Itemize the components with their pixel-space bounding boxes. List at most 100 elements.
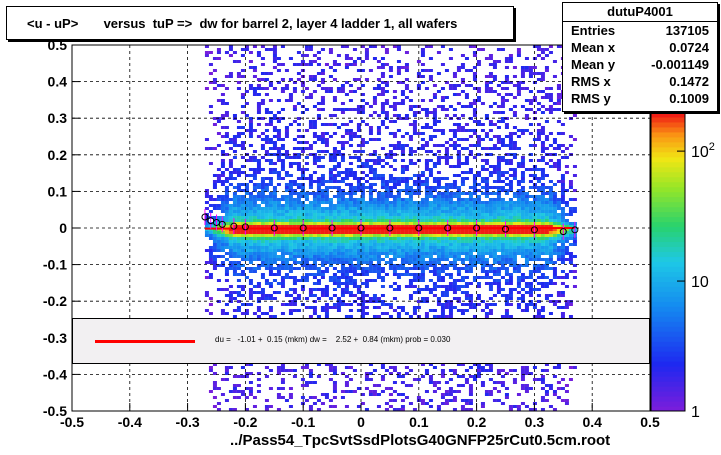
heatmap-cell xyxy=(360,249,365,252)
heatmap-cell xyxy=(400,144,405,147)
heatmap-cell xyxy=(376,201,381,204)
heatmap-cell xyxy=(352,255,357,258)
heatmap-cell xyxy=(264,252,269,255)
heatmap-cell xyxy=(448,165,453,168)
heatmap-cell xyxy=(480,201,485,204)
heatmap-cell xyxy=(460,384,465,387)
heatmap-cell xyxy=(508,54,513,57)
heatmap-cell xyxy=(456,309,461,312)
heatmap-cell xyxy=(364,246,369,249)
heatmap-cell xyxy=(252,249,257,252)
heatmap-cell xyxy=(532,252,537,255)
heatmap-cell xyxy=(248,120,253,123)
heatmap-cell xyxy=(452,192,457,195)
heatmap-cell xyxy=(304,306,309,309)
heatmap-cell xyxy=(472,201,477,204)
heatmap-cell xyxy=(424,111,429,114)
heatmap-cell xyxy=(512,147,517,150)
heatmap-cell xyxy=(456,186,461,189)
heatmap-cell xyxy=(472,108,477,111)
heatmap-cell xyxy=(360,204,365,207)
heatmap-cell xyxy=(248,135,253,138)
heatmap-cell xyxy=(232,270,237,273)
heatmap-cell xyxy=(392,186,397,189)
heatmap-cell xyxy=(544,390,549,393)
heatmap-cell xyxy=(412,120,417,123)
heatmap-cell xyxy=(220,162,225,165)
heatmap-cell xyxy=(312,195,317,198)
heatmap-cell xyxy=(340,195,345,198)
heatmap-cell xyxy=(300,90,305,93)
heatmap-cell xyxy=(264,366,269,369)
heatmap-cell xyxy=(476,153,481,156)
heatmap-cell xyxy=(292,216,297,219)
heatmap-cell xyxy=(424,207,429,210)
heatmap-cell xyxy=(520,225,525,228)
heatmap-cell xyxy=(452,231,457,234)
heatmap-cell xyxy=(424,267,429,270)
heatmap-cell xyxy=(276,264,281,267)
heatmap-cell xyxy=(440,234,445,237)
heatmap-cell xyxy=(400,165,405,168)
heatmap-cell xyxy=(476,63,481,66)
heatmap-cell xyxy=(512,174,517,177)
heatmap-cell xyxy=(480,129,485,132)
heatmap-cell xyxy=(460,303,465,306)
heatmap-cell xyxy=(436,405,441,408)
heatmap-cell xyxy=(296,255,301,258)
heatmap-cell xyxy=(412,114,417,117)
heatmap-cell xyxy=(508,276,513,279)
heatmap-cell xyxy=(260,63,265,66)
heatmap-cell xyxy=(440,108,445,111)
heatmap-cell xyxy=(232,141,237,144)
heatmap-cell xyxy=(316,249,321,252)
heatmap-cell xyxy=(444,186,449,189)
heatmap-cell xyxy=(256,255,261,258)
heatmap-cell xyxy=(352,207,357,210)
heatmap-cell xyxy=(256,285,261,288)
heatmap-cell xyxy=(508,138,513,141)
heatmap-cell xyxy=(348,201,353,204)
heatmap-cell xyxy=(268,369,273,372)
heatmap-cell xyxy=(244,252,249,255)
heatmap-cell xyxy=(472,111,477,114)
heatmap-cell xyxy=(272,297,277,300)
heatmap-cell xyxy=(524,285,529,288)
heatmap-cell xyxy=(428,213,433,216)
heatmap-cell xyxy=(444,159,449,162)
heatmap-cell xyxy=(412,408,417,411)
heatmap-cell xyxy=(496,231,501,234)
heatmap-cell xyxy=(280,369,285,372)
heatmap-cell xyxy=(324,213,329,216)
heatmap-cell xyxy=(420,402,425,405)
heatmap-cell xyxy=(440,177,445,180)
heatmap-cell xyxy=(220,204,225,207)
heatmap-cell xyxy=(440,363,445,366)
heatmap-cell xyxy=(476,123,481,126)
heatmap-cell xyxy=(452,240,457,243)
heatmap-cell xyxy=(496,120,501,123)
heatmap-cell xyxy=(392,288,397,291)
heatmap-cell xyxy=(472,189,477,192)
heatmap-cell xyxy=(408,135,413,138)
heatmap-cell xyxy=(292,261,297,264)
heatmap-cell xyxy=(436,261,441,264)
heatmap-cell xyxy=(372,204,377,207)
heatmap-cell xyxy=(468,210,473,213)
heatmap-cell xyxy=(436,267,441,270)
heatmap-cell xyxy=(284,246,289,249)
heatmap-cell xyxy=(488,276,493,279)
heatmap-cell xyxy=(540,195,545,198)
heatmap-cell xyxy=(368,69,373,72)
heatmap-cell xyxy=(288,198,293,201)
heatmap-cell xyxy=(488,243,493,246)
heatmap-cell xyxy=(500,264,505,267)
heatmap-cell xyxy=(256,237,261,240)
heatmap-cell xyxy=(244,48,249,51)
heatmap-cell xyxy=(484,159,489,162)
heatmap-cell xyxy=(388,252,393,255)
heatmap-cell xyxy=(264,138,269,141)
heatmap-cell xyxy=(376,60,381,63)
heatmap-cell xyxy=(428,252,433,255)
heatmap-cell xyxy=(452,246,457,249)
